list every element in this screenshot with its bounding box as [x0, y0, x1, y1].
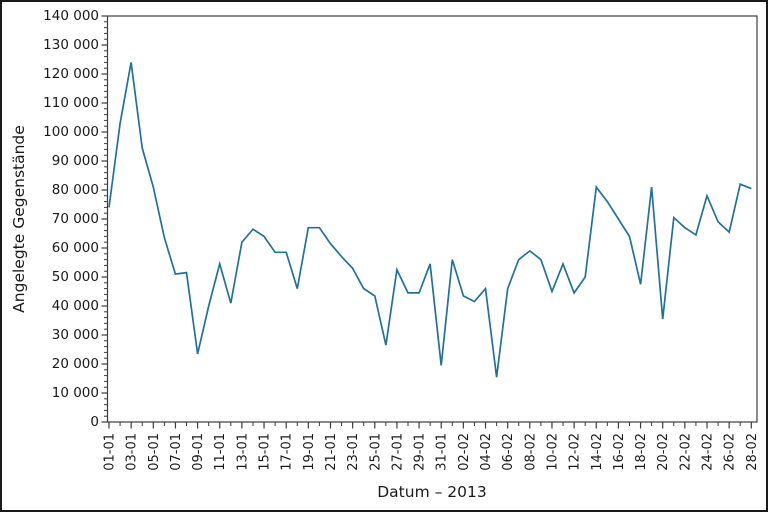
- x-axis-label: Datum – 2013: [377, 483, 486, 501]
- y-tick-label: 40 000: [52, 298, 99, 314]
- x-tick-label: 08-02: [523, 433, 538, 471]
- x-tick-label: 16-02: [612, 433, 627, 471]
- x-tick-label: 03-01: [125, 433, 140, 471]
- y-tick-label: 140 000: [43, 8, 99, 24]
- x-tick-label: 02-02: [457, 433, 472, 471]
- x-tick-label: 05-01: [147, 433, 162, 471]
- y-tick-label: 80 000: [52, 182, 99, 198]
- y-tick-label: 20 000: [52, 356, 99, 372]
- x-tick-label: 15-01: [258, 433, 273, 471]
- x-tick-label: 21-01: [324, 433, 339, 471]
- x-tick-label: 29-01: [413, 433, 428, 471]
- x-tick-label: 14-02: [590, 433, 605, 471]
- x-tick-label: 13-01: [235, 433, 250, 471]
- x-tick-label: 01-01: [103, 433, 118, 471]
- y-tick-label: 90 000: [52, 153, 99, 169]
- y-tick-label: 50 000: [52, 269, 99, 285]
- x-tick-label: 22-02: [678, 433, 693, 471]
- x-tick-label: 11-01: [213, 433, 228, 471]
- y-tick-label: 30 000: [52, 327, 99, 343]
- x-tick-label: 25-01: [368, 433, 383, 471]
- data-polyline: [108, 62, 752, 378]
- y-tick-label: 70 000: [52, 211, 99, 227]
- plot-area: 0 10 000 20 000 30 000 40 000 50 000 60 000 70 …: [43, 8, 760, 471]
- x-tick-label: 04-02: [479, 433, 494, 471]
- x-tick-label: 24-02: [701, 433, 716, 471]
- x-tick-label: 09-01: [191, 433, 206, 471]
- y-axis-label: Angelegte Gegenstände: [10, 125, 28, 313]
- x-tick-label: 26-02: [723, 433, 738, 471]
- y-tick-label: 130 000: [43, 37, 99, 53]
- y-tick-label: 100 000: [43, 124, 99, 140]
- x-tick-label: 10-02: [545, 433, 560, 471]
- x-tick-label: 20-02: [656, 433, 671, 471]
- y-tick-label: 120 000: [43, 66, 99, 82]
- x-tick-label: 17-01: [280, 433, 295, 471]
- x-tick-label: 31-01: [435, 433, 450, 471]
- x-tick-label: 27-01: [390, 433, 405, 471]
- y-tick-label: 0: [90, 414, 99, 430]
- x-tick-label: 28-02: [745, 433, 760, 471]
- y-tick-label: 110 000: [43, 95, 99, 111]
- x-tick-label: 12-02: [568, 433, 583, 471]
- x-tick-label: 18-02: [634, 433, 649, 471]
- x-tick-label: 06-02: [501, 433, 516, 471]
- plot-frame: [106, 15, 758, 423]
- y-tick-label: 10 000: [52, 385, 99, 401]
- x-tick-label: 19-01: [302, 433, 317, 471]
- y-tick-label: 60 000: [52, 240, 99, 256]
- x-tick-label: 07-01: [169, 433, 184, 471]
- x-tick-label: 23-01: [346, 433, 361, 471]
